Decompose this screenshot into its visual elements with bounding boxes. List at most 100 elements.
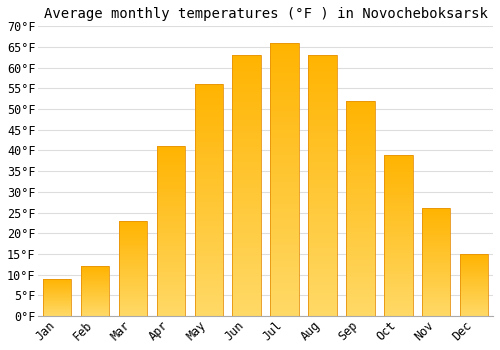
Bar: [156, 187, 185, 189]
Bar: [270, 92, 299, 95]
Bar: [346, 112, 374, 114]
Bar: [384, 234, 412, 235]
Bar: [119, 223, 147, 224]
Bar: [194, 112, 223, 114]
Bar: [270, 248, 299, 250]
Bar: [156, 184, 185, 185]
Bar: [119, 254, 147, 255]
Bar: [270, 89, 299, 92]
Bar: [156, 290, 185, 292]
Bar: [422, 288, 450, 289]
Bar: [156, 282, 185, 284]
Bar: [270, 218, 299, 220]
Bar: [194, 216, 223, 219]
Bar: [308, 251, 336, 253]
Bar: [346, 155, 374, 157]
Bar: [43, 302, 72, 303]
Bar: [308, 274, 336, 277]
Bar: [460, 295, 488, 296]
Bar: [308, 293, 336, 295]
Bar: [232, 204, 261, 206]
Bar: [308, 149, 336, 152]
Bar: [422, 271, 450, 272]
Bar: [308, 214, 336, 217]
Bar: [270, 103, 299, 106]
Bar: [346, 251, 374, 253]
Bar: [308, 269, 336, 272]
Bar: [232, 191, 261, 194]
Bar: [232, 248, 261, 251]
Bar: [308, 131, 336, 133]
Bar: [270, 163, 299, 166]
Bar: [156, 190, 185, 192]
Bar: [119, 255, 147, 256]
Bar: [384, 171, 412, 172]
Bar: [346, 185, 374, 187]
Bar: [346, 290, 374, 292]
Bar: [308, 86, 336, 89]
Bar: [346, 140, 374, 142]
Bar: [194, 89, 223, 91]
Bar: [194, 128, 223, 131]
Bar: [270, 111, 299, 114]
Bar: [422, 270, 450, 271]
Bar: [270, 141, 299, 144]
Bar: [270, 43, 299, 46]
Bar: [232, 235, 261, 238]
Bar: [43, 306, 72, 307]
Bar: [270, 127, 299, 130]
Bar: [119, 247, 147, 248]
Bar: [232, 141, 261, 144]
Bar: [308, 81, 336, 84]
Bar: [308, 209, 336, 212]
Bar: [460, 300, 488, 301]
Bar: [194, 309, 223, 312]
Bar: [346, 307, 374, 309]
Bar: [346, 191, 374, 193]
Bar: [270, 310, 299, 313]
Bar: [308, 282, 336, 285]
Bar: [194, 117, 223, 119]
Bar: [156, 231, 185, 233]
Bar: [384, 197, 412, 198]
Bar: [156, 219, 185, 221]
Bar: [460, 314, 488, 315]
Bar: [43, 286, 72, 287]
Bar: [81, 304, 110, 305]
Bar: [270, 305, 299, 308]
Bar: [460, 283, 488, 284]
Bar: [384, 221, 412, 222]
Bar: [194, 161, 223, 163]
Bar: [156, 238, 185, 240]
Bar: [384, 250, 412, 251]
Bar: [422, 246, 450, 247]
Bar: [194, 253, 223, 256]
Bar: [232, 285, 261, 287]
Bar: [346, 305, 374, 307]
Bar: [384, 184, 412, 185]
Bar: [43, 279, 72, 316]
Bar: [422, 245, 450, 246]
Bar: [384, 193, 412, 195]
Bar: [384, 208, 412, 209]
Bar: [232, 136, 261, 139]
Bar: [346, 174, 374, 176]
Bar: [156, 158, 185, 160]
Bar: [308, 99, 336, 102]
Bar: [460, 301, 488, 302]
Bar: [422, 228, 450, 229]
Bar: [119, 281, 147, 282]
Bar: [308, 167, 336, 170]
Bar: [270, 212, 299, 215]
Bar: [81, 290, 110, 291]
Bar: [156, 302, 185, 304]
Bar: [81, 270, 110, 271]
Bar: [119, 233, 147, 234]
Bar: [270, 155, 299, 158]
Bar: [270, 59, 299, 62]
Bar: [422, 280, 450, 281]
Bar: [422, 222, 450, 223]
Bar: [194, 288, 223, 290]
Bar: [194, 110, 223, 112]
Bar: [156, 263, 185, 265]
